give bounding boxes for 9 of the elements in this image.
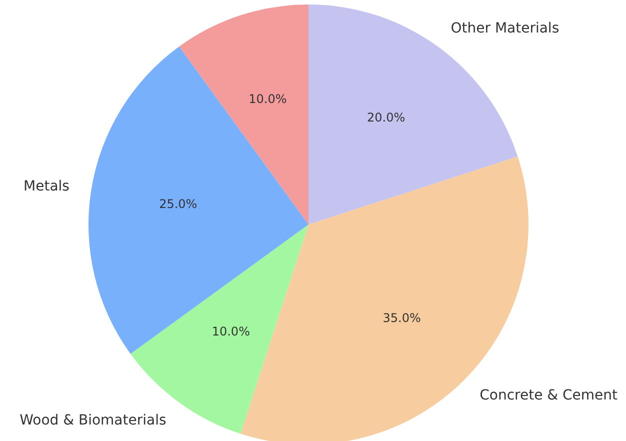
slice-label: Other Materials — [450, 20, 560, 37]
data-label: 25.0% — [159, 196, 198, 211]
slice-label: Wood & Biomaterials — [20, 412, 166, 428]
data-label: 35.0% — [382, 310, 421, 325]
data-label: 20.0% — [367, 110, 406, 125]
data-label: 10.0% — [248, 92, 287, 106]
data-label: 10.0% — [212, 324, 250, 338]
slice-label: Metals — [24, 178, 70, 195]
slice-label: Concrete & Cement — [480, 388, 618, 404]
